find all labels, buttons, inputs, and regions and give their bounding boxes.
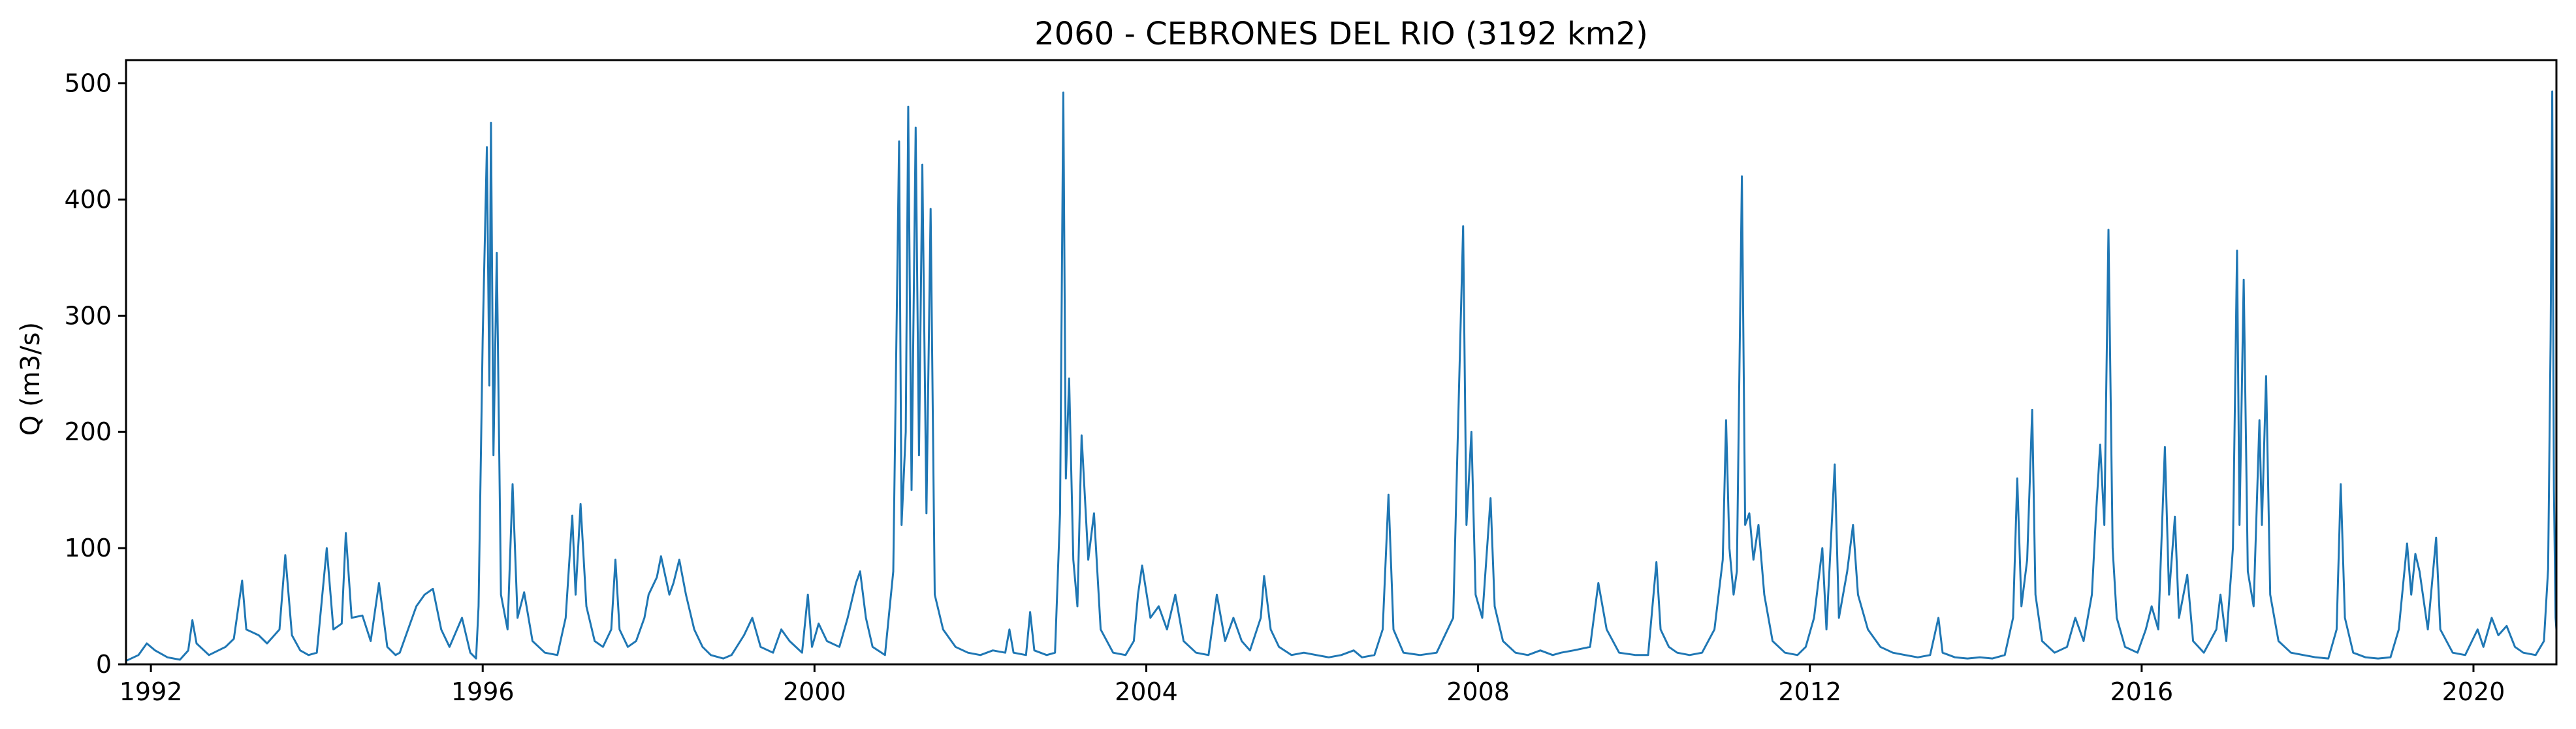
y-tick-label: 500 <box>64 69 112 98</box>
x-tick-label: 1992 <box>119 677 183 706</box>
y-tick-label: 300 <box>64 301 112 330</box>
x-tick-label: 2020 <box>2442 677 2505 706</box>
plot-area: 1992 1996 2000 2004 2008 2012 2016 2020 0 100 200… <box>64 59 2558 706</box>
y-tick-label: 200 <box>64 417 112 446</box>
x-tick-label: 2008 <box>1446 677 1510 706</box>
series-layer <box>125 90 2558 662</box>
plot-frame <box>125 59 2558 666</box>
y-axis-label: Q (m3/s) <box>16 322 46 436</box>
y-tick-label: 0 <box>96 650 112 679</box>
x-tick-label: 2012 <box>1778 677 1841 706</box>
x-tick-label: 1996 <box>451 677 515 706</box>
x-tick-label: 2016 <box>2110 677 2173 706</box>
y-axis: 0 100 200 300 400 500 <box>64 69 126 679</box>
x-axis: 1992 1996 2000 2004 2008 2012 2016 2020 <box>119 664 2505 706</box>
x-tick-label: 2000 <box>783 677 846 706</box>
chart-title: 2060 - CEBRONES DEL RIO (3192 km2) <box>1034 16 1648 52</box>
y-tick-label: 400 <box>64 185 112 214</box>
y-tick-label: 100 <box>64 534 112 562</box>
x-tick-label: 2004 <box>1115 677 1178 706</box>
series-line-0 <box>125 90 2558 662</box>
